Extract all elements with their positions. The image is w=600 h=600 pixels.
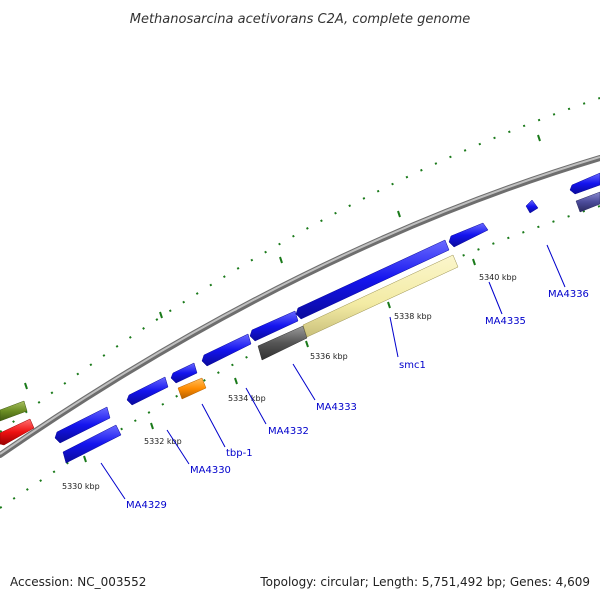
tick-label-5330: 5330 kbp	[62, 482, 100, 491]
gene-label-MA4332[interactable]: MA4332	[268, 426, 309, 437]
gene-tbp-1-feature[interactable]	[177, 377, 207, 400]
inner-tick-ring	[0, 205, 600, 509]
gene-label-smc1[interactable]: smc1	[399, 360, 426, 371]
gene-label-MA4336[interactable]: MA4336	[548, 289, 589, 300]
gene-feature-upper-5[interactable]	[249, 310, 299, 342]
gene-feature-upper-4[interactable]	[201, 333, 252, 367]
genome-backbone	[0, 155, 600, 458]
gene-MA4333-gray-feature[interactable]	[257, 325, 308, 361]
genome-backbone-highlight	[0, 156, 600, 455]
gene-label-tbp-1[interactable]: tbp-1	[226, 448, 253, 459]
tick-label-5334: 5334 kbp	[228, 394, 266, 403]
gene-smc1-feature[interactable]	[302, 254, 459, 338]
gene-feature-upper-7[interactable]	[448, 222, 489, 248]
major-ticks	[24, 134, 541, 463]
gene-feature-green[interactable]	[0, 400, 28, 422]
tick-label-5340: 5340 kbp	[479, 273, 517, 282]
gene-feature-upper-8[interactable]	[525, 199, 539, 214]
gene-feature-upper-9[interactable]	[569, 172, 600, 195]
outer-tick-ring	[0, 97, 600, 433]
scale-tick-labels: 5330 kbp 5332 kbp 5334 kbp 5336 kbp 5338…	[62, 273, 517, 491]
gene-label-MA4333[interactable]: MA4333	[316, 402, 357, 413]
genome-summary-text: Topology: circular; Length: 5,751,492 bp…	[259, 575, 590, 589]
gene-MA4329-feature[interactable]	[62, 424, 122, 464]
accession-text: Accession: NC_003552	[10, 575, 146, 589]
tick-label-5336: 5336 kbp	[310, 352, 348, 361]
label-leader-lines	[100, 244, 566, 500]
tick-label-5332: 5332 kbp	[144, 437, 182, 446]
gene-feature-red[interactable]	[0, 418, 35, 446]
gene-feature-upper-1[interactable]	[54, 406, 111, 444]
tick-label-5338: 5338 kbp	[394, 312, 432, 321]
gene-feature-purple[interactable]	[575, 191, 600, 213]
gene-label-MA4330[interactable]: MA4330	[190, 465, 231, 476]
gene-feature-upper-3[interactable]	[170, 362, 198, 384]
map-title: Methanosarcina acetivorans C2A, complete…	[130, 12, 471, 27]
gene-feature-upper-2[interactable]	[126, 376, 169, 406]
gene-label-MA4335[interactable]: MA4335	[485, 316, 526, 327]
gene-labels: MA4329 MA4330 tbp-1 MA4332 MA4333 smc1 M…	[126, 289, 589, 511]
gene-label-MA4329[interactable]: MA4329	[126, 500, 167, 511]
gene-feature-upper-6[interactable]	[295, 239, 450, 320]
